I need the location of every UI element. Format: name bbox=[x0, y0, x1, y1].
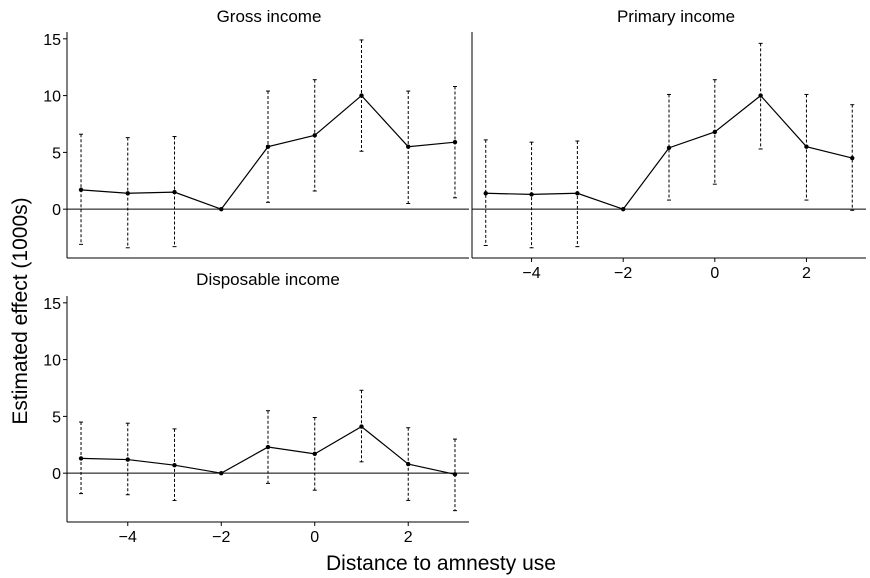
y-tick-label: 15 bbox=[43, 32, 61, 49]
data-point bbox=[406, 144, 411, 149]
x-tick-label: −4 bbox=[522, 265, 540, 282]
data-point bbox=[125, 191, 130, 196]
x-tick-label: 2 bbox=[404, 529, 413, 546]
data-point bbox=[359, 93, 364, 98]
x-tick-label: 0 bbox=[310, 529, 319, 546]
data-point bbox=[265, 144, 271, 149]
data-point bbox=[312, 451, 317, 457]
y-tick-label: 5 bbox=[52, 145, 61, 162]
data-point bbox=[312, 133, 317, 138]
x-tick-label: −4 bbox=[119, 529, 137, 546]
panel-title: Disposable income bbox=[196, 270, 340, 289]
x-tick-label: −2 bbox=[614, 265, 632, 282]
data-point bbox=[529, 192, 534, 197]
data-point bbox=[359, 424, 364, 429]
panel-title: Gross income bbox=[217, 7, 322, 26]
data-point bbox=[172, 189, 177, 195]
y-tick-label: 10 bbox=[43, 353, 61, 370]
data-point bbox=[666, 145, 672, 151]
data-point bbox=[406, 461, 411, 467]
data-point bbox=[219, 206, 224, 212]
x-tick-label: 0 bbox=[710, 265, 719, 282]
data-point bbox=[712, 129, 718, 135]
y-tick-label: 5 bbox=[52, 409, 61, 426]
figure-x-axis-title: Distance to amnesty use bbox=[326, 552, 556, 575]
x-tick-label: 2 bbox=[802, 265, 811, 282]
data-point bbox=[125, 457, 130, 462]
data-point bbox=[620, 206, 626, 212]
data-point bbox=[219, 470, 224, 476]
y-tick-label: 0 bbox=[52, 466, 61, 483]
y-tick-label: 0 bbox=[52, 202, 61, 219]
panel-title: Primary income bbox=[617, 7, 735, 26]
panel-0: Gross income 0 5 10 15 bbox=[43, 7, 469, 259]
data-point bbox=[172, 463, 177, 468]
data-point bbox=[850, 155, 855, 161]
data-point bbox=[758, 93, 763, 98]
data-point bbox=[78, 456, 84, 461]
data-point bbox=[452, 139, 458, 145]
data-point bbox=[483, 191, 488, 196]
data-point bbox=[452, 472, 458, 477]
y-tick-label: 10 bbox=[43, 89, 61, 106]
data-point bbox=[804, 144, 809, 149]
data-point bbox=[575, 191, 580, 196]
data-point bbox=[265, 444, 271, 450]
panel-2: Disposable income 0 5 10 15 −4 −2 0 2 bbox=[43, 270, 469, 546]
panel-1: Primary income −4 −2 0 2 bbox=[471, 7, 866, 282]
data-point bbox=[78, 187, 84, 193]
figure-y-axis-title: Estimated effect (1000s) bbox=[9, 197, 32, 424]
y-tick-label: 15 bbox=[43, 296, 61, 313]
x-tick-label: −2 bbox=[212, 529, 230, 546]
